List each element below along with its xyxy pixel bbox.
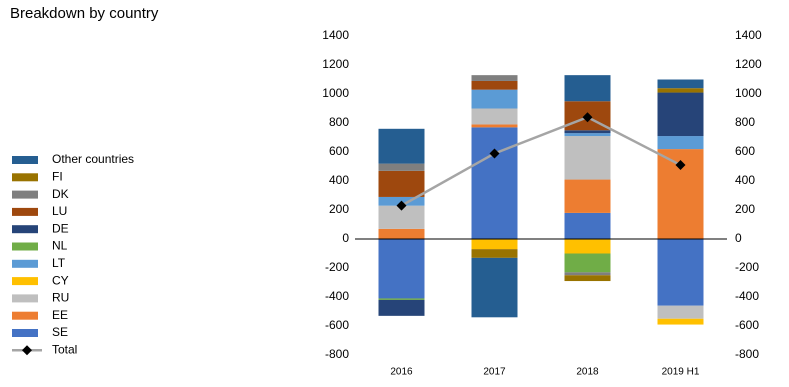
legend-swatch [12, 207, 38, 216]
y2-tick-label: 1000 [735, 86, 762, 100]
y-tick-label: 200 [329, 202, 349, 216]
bar-segment [378, 128, 425, 164]
legend-swatch [12, 225, 38, 234]
bar-segment [471, 257, 518, 318]
legend-swatch [12, 329, 38, 337]
bar-segment [564, 136, 611, 180]
y-tick-label: -800 [325, 347, 349, 361]
bar-segment [564, 253, 611, 273]
y2-tick-label: -400 [735, 289, 759, 303]
y2-tick-label: -600 [735, 318, 759, 332]
total-marker [489, 148, 500, 159]
x-tick-label: 2017 [483, 367, 506, 378]
bar-segment [378, 228, 425, 239]
bar-segment [564, 239, 611, 254]
y-tick-label: 1000 [322, 86, 349, 100]
bar-segment [564, 212, 611, 239]
legend-label: NL [52, 239, 68, 253]
bar-segment [471, 89, 518, 109]
bar-segment [378, 299, 425, 316]
legend-label: SE [52, 325, 68, 339]
chart-title: Breakdown by country [10, 5, 159, 22]
legend-swatch [12, 190, 38, 199]
y-tick-label: -200 [325, 260, 349, 274]
y2-tick-label: 800 [735, 115, 755, 129]
bar-segment [657, 239, 704, 306]
legend-swatch [12, 173, 38, 182]
y2-tick-label: 400 [735, 173, 755, 187]
total-line [400, 115, 682, 207]
bar-segment [657, 305, 704, 319]
legend-label: Other countries [52, 152, 134, 166]
bar-segment [471, 124, 518, 128]
y2-tick-label: 1200 [735, 57, 762, 71]
total-marker [582, 112, 593, 123]
total-marker [675, 160, 686, 171]
bar-segment [657, 79, 704, 89]
legend-marker [22, 345, 32, 356]
x-tick-label: 2016 [390, 367, 413, 378]
bar-segment [378, 163, 425, 171]
bar-segment [471, 249, 518, 258]
bar-segment [378, 205, 425, 229]
y2-tick-label: 0 [735, 231, 742, 245]
x-tick-label: 2018 [576, 367, 599, 378]
bar-segment [657, 136, 704, 150]
y2-tick-label: -800 [735, 347, 759, 361]
y2-tick-label: -200 [735, 260, 759, 274]
legend-label: EE [52, 308, 68, 322]
x-tick-label: 2019 H1 [662, 367, 700, 378]
y-tick-label: 0 [342, 231, 349, 245]
bar-segment [564, 275, 611, 282]
legend-label: CY [52, 273, 69, 287]
bar-segment [657, 92, 704, 137]
legend-label: DK [52, 187, 69, 201]
legend-swatch [12, 311, 38, 320]
bar-segment [471, 75, 518, 81]
legend-label: FI [52, 169, 63, 183]
legend-swatch [12, 277, 38, 286]
bar-segment [378, 298, 425, 300]
bar-segment [471, 127, 518, 239]
legend-swatch [12, 259, 38, 268]
y2-tick-label: 1400 [735, 28, 762, 42]
y-tick-label: -600 [325, 318, 349, 332]
legend-label: Total [52, 342, 77, 356]
bar-segment [378, 239, 425, 299]
legend-label: LU [52, 204, 67, 218]
legend-label: LT [52, 256, 66, 270]
bar-segment [471, 108, 518, 125]
y-tick-label: 1400 [322, 28, 349, 42]
y-tick-label: -400 [325, 289, 349, 303]
legend-label: DE [52, 221, 69, 235]
y2-tick-label: 200 [735, 202, 755, 216]
legend-label: RU [52, 291, 69, 305]
bar-segment [471, 239, 518, 250]
bar-segment [378, 170, 425, 197]
bar-segment [471, 80, 518, 90]
bar-segment [657, 88, 704, 93]
bar-segment [564, 130, 611, 134]
y-tick-label: 400 [329, 173, 349, 187]
y2-tick-label: 600 [735, 144, 755, 158]
bar-segment [657, 318, 704, 325]
y-tick-label: 800 [329, 115, 349, 129]
bar-segment [564, 272, 611, 276]
bar-segment [564, 179, 611, 213]
y-tick-label: 600 [329, 144, 349, 158]
legend-swatch [12, 294, 38, 303]
bar-segment [564, 75, 611, 102]
total-marker [396, 200, 407, 211]
y-tick-label: 1200 [322, 57, 349, 71]
legend-swatch [12, 156, 38, 164]
legend-swatch [12, 242, 38, 251]
bar-segment [564, 133, 611, 137]
